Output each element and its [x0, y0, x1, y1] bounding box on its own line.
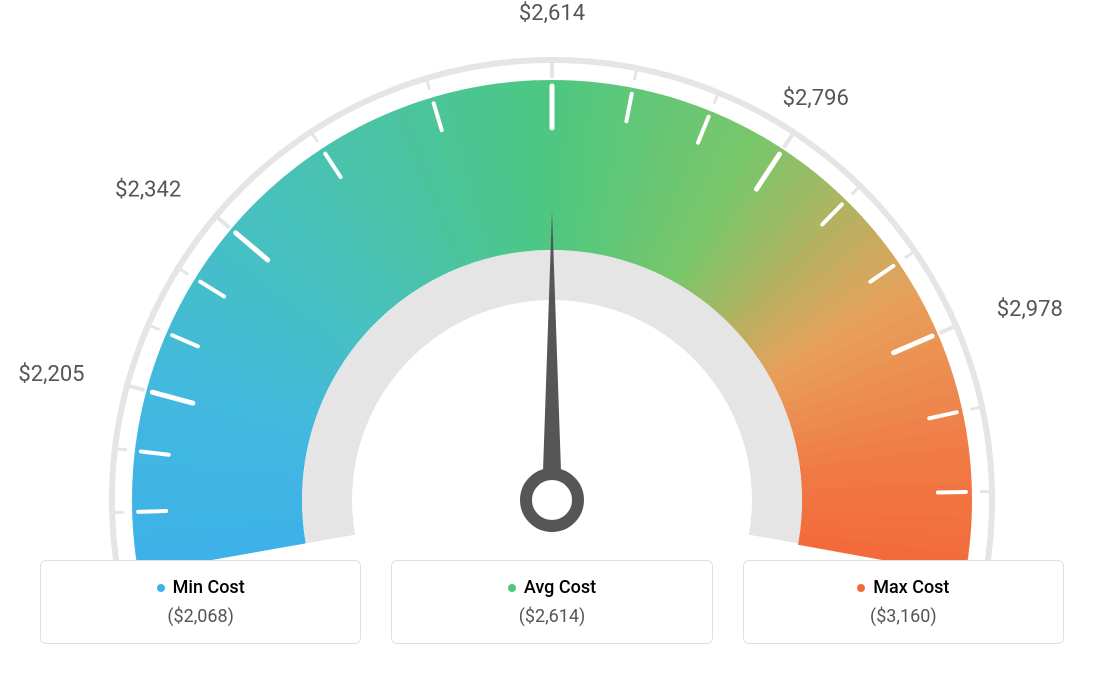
gauge-area: $2,068$2,205$2,342$2,614$2,796$2,978$3,1…: [0, 0, 1104, 560]
gauge-tick-label: $2,342: [115, 177, 181, 202]
legend-min-value: ($2,068): [51, 606, 350, 627]
legend-max-box: Max Cost ($3,160): [743, 560, 1064, 644]
cost-gauge-container: $2,068$2,205$2,342$2,614$2,796$2,978$3,1…: [0, 0, 1104, 690]
legend-avg-dot: [508, 584, 516, 592]
gauge-outer-tick: [214, 214, 230, 228]
gauge-tick-label: $2,978: [997, 297, 1063, 322]
legend-row: Min Cost ($2,068) Avg Cost ($2,614) Max …: [0, 560, 1104, 644]
gauge-inner-tick: [138, 511, 166, 512]
legend-avg-title: Avg Cost: [402, 577, 701, 598]
gauge-outer-tick: [112, 448, 127, 450]
legend-max-title: Max Cost: [754, 577, 1053, 598]
legend-min-box: Min Cost ($2,068): [40, 560, 361, 644]
legend-avg-value: ($2,614): [402, 606, 701, 627]
gauge-hub: [526, 474, 578, 526]
gauge-tick-label: $2,205: [18, 362, 84, 387]
legend-min-label: Min Cost: [173, 577, 245, 598]
legend-max-value: ($3,160): [754, 606, 1053, 627]
legend-avg-label: Avg Cost: [524, 577, 596, 598]
gauge-inner-tick: [938, 492, 966, 493]
gauge-tick-label: $2,796: [783, 86, 849, 111]
legend-max-dot: [857, 584, 865, 592]
legend-min-title: Min Cost: [51, 577, 350, 598]
gauge-tick-label: $2,614: [519, 1, 585, 26]
legend-avg-box: Avg Cost ($2,614): [391, 560, 712, 644]
legend-max-label: Max Cost: [873, 577, 949, 598]
gauge-chart: $2,068$2,205$2,342$2,614$2,796$2,978$3,1…: [0, 0, 1104, 560]
legend-min-dot: [157, 584, 165, 592]
